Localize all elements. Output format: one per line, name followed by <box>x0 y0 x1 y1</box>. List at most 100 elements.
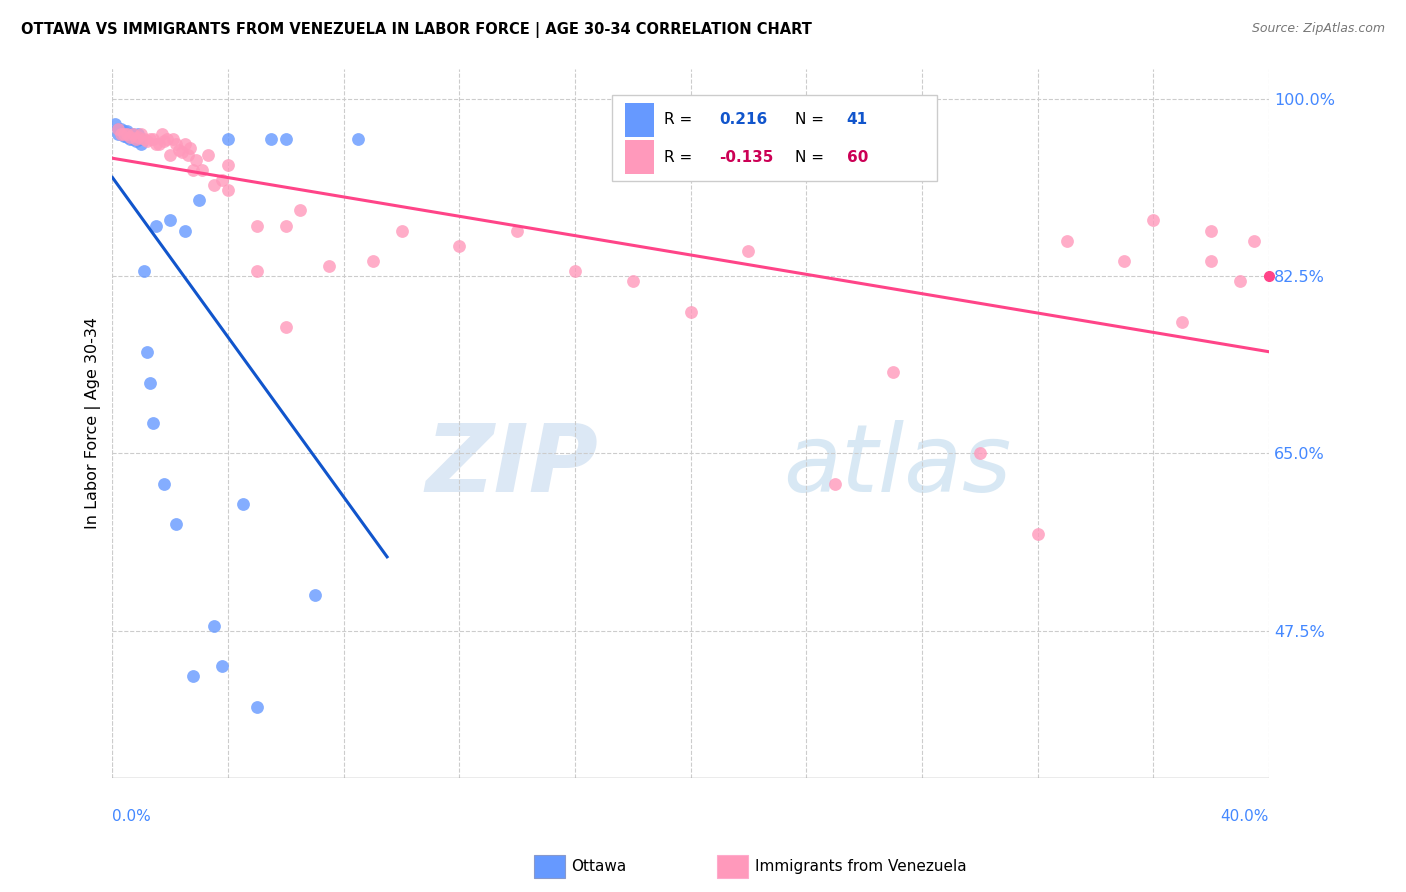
Point <box>107 128 129 142</box>
Point <box>191 162 214 177</box>
Point <box>145 137 167 152</box>
Point <box>159 147 181 161</box>
Text: -0.135: -0.135 <box>720 150 773 165</box>
Point <box>274 219 297 233</box>
Point <box>159 213 181 227</box>
Point <box>173 224 195 238</box>
Text: Source: ZipAtlas.com: Source: ZipAtlas.com <box>1251 22 1385 36</box>
Point <box>112 124 135 138</box>
Point <box>167 143 190 157</box>
Point <box>115 124 138 138</box>
Point <box>304 588 326 602</box>
Point <box>1114 254 1136 268</box>
Point <box>131 137 153 152</box>
Point <box>824 476 846 491</box>
Point <box>179 140 201 154</box>
Text: atlas: atlas <box>783 420 1011 511</box>
Point <box>112 129 135 144</box>
Text: Ottawa: Ottawa <box>571 859 626 873</box>
Point <box>136 135 159 149</box>
Point <box>621 274 644 288</box>
Point <box>1171 315 1194 329</box>
Point <box>121 128 143 142</box>
Point <box>391 224 413 238</box>
Point <box>246 699 269 714</box>
Point <box>162 132 184 146</box>
Point <box>115 128 138 142</box>
Point <box>176 147 198 161</box>
Text: 60: 60 <box>846 150 868 165</box>
Point <box>121 128 143 142</box>
Point <box>1026 527 1049 541</box>
Text: 0.216: 0.216 <box>720 112 768 128</box>
Point <box>1056 234 1078 248</box>
Point <box>183 162 205 177</box>
Point <box>679 304 702 318</box>
Bar <box>624 103 654 136</box>
Point <box>274 132 297 146</box>
Point <box>211 173 233 187</box>
Text: Immigrants from Venezuela: Immigrants from Venezuela <box>755 859 967 873</box>
Point <box>115 130 138 145</box>
Point <box>127 128 149 142</box>
Point <box>124 135 146 149</box>
Point <box>211 659 233 673</box>
Point <box>969 446 991 460</box>
Point <box>110 122 132 136</box>
Point <box>246 219 269 233</box>
Bar <box>624 140 654 174</box>
Point <box>318 259 340 273</box>
Point <box>134 264 156 278</box>
Point <box>115 128 138 142</box>
Point <box>127 130 149 145</box>
Point <box>1142 213 1164 227</box>
Point <box>882 365 904 379</box>
Text: N =: N = <box>794 150 828 165</box>
Point <box>104 117 127 131</box>
Point <box>118 132 141 146</box>
FancyBboxPatch shape <box>612 95 936 180</box>
Point <box>564 264 586 278</box>
Text: N =: N = <box>794 112 828 128</box>
Point <box>127 132 149 146</box>
Point <box>139 132 162 146</box>
Point <box>1199 254 1222 268</box>
Point <box>231 497 253 511</box>
Point <box>165 517 187 532</box>
Point <box>118 130 141 145</box>
Point <box>131 128 153 142</box>
Point <box>347 132 370 146</box>
Point <box>1199 224 1222 238</box>
Point <box>107 122 129 136</box>
Point <box>121 132 143 146</box>
Point <box>153 135 176 149</box>
Point <box>217 132 239 146</box>
Point <box>142 132 165 146</box>
Point <box>136 345 159 359</box>
Point <box>107 122 129 136</box>
Point <box>165 137 187 152</box>
Point <box>737 244 759 258</box>
Point <box>173 137 195 152</box>
Text: R =: R = <box>664 112 697 128</box>
Point <box>188 193 211 207</box>
Point <box>1243 234 1265 248</box>
Point <box>1229 274 1251 288</box>
Point <box>150 128 173 142</box>
Text: 0.0%: 0.0% <box>112 809 152 824</box>
Point <box>186 153 208 167</box>
Point <box>290 203 312 218</box>
Point <box>183 669 205 683</box>
Point <box>156 132 179 146</box>
Point <box>506 224 529 238</box>
Point <box>197 147 219 161</box>
Point <box>124 132 146 146</box>
Point <box>112 128 135 142</box>
Point <box>145 219 167 233</box>
Point <box>124 130 146 145</box>
Point <box>202 618 225 632</box>
Text: 40.0%: 40.0% <box>1220 809 1268 824</box>
Point <box>110 128 132 142</box>
Point <box>217 183 239 197</box>
Point <box>449 239 471 253</box>
